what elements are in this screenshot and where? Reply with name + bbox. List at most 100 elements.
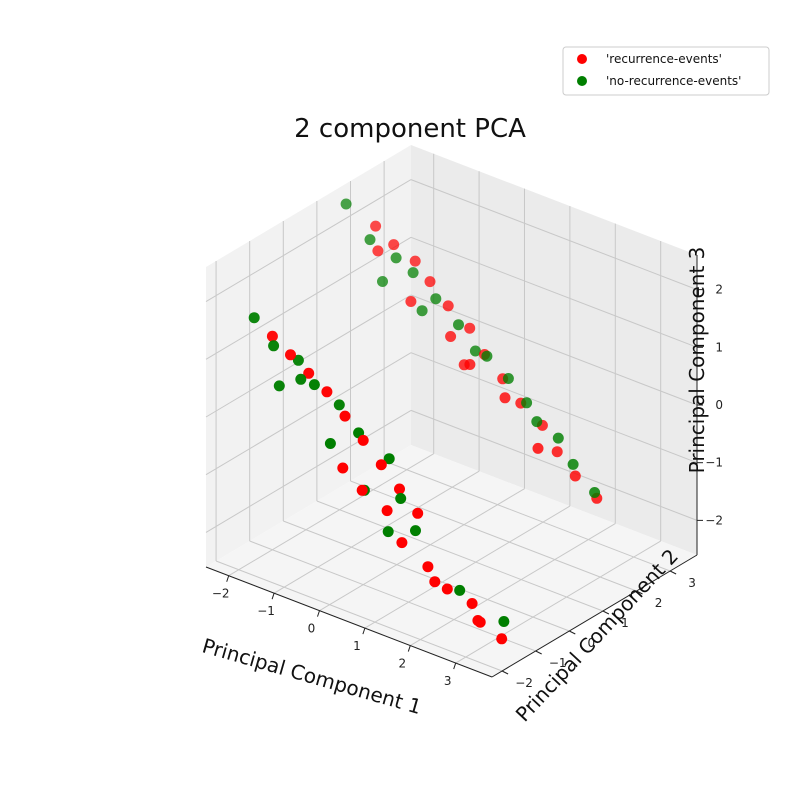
x-tick-label: 0 xyxy=(308,622,316,636)
legend: 'recurrence-events' 'no-recurrence-event… xyxy=(562,46,770,96)
z-tick-label: 0 xyxy=(715,398,723,412)
y-tick-label: 2 xyxy=(655,596,663,610)
point-no-recurrence xyxy=(295,373,307,385)
point-recurrence xyxy=(464,322,476,334)
x-axis-line xyxy=(205,566,493,678)
gridline-z xyxy=(205,294,412,418)
point-no-recurrence xyxy=(248,312,260,324)
point-recurrence xyxy=(339,410,351,422)
point-recurrence xyxy=(303,367,315,379)
legend-marker-recurrence xyxy=(577,54,587,64)
z-axis-label: Principal Component 3 xyxy=(685,247,709,474)
y-tick-mark xyxy=(569,630,576,635)
legend-marker-no-recurrence xyxy=(577,76,587,86)
point-recurrence xyxy=(285,349,296,361)
gridline-z xyxy=(205,352,412,476)
point-no-recurrence xyxy=(364,234,376,246)
point-recurrence xyxy=(381,505,393,517)
point-no-recurrence xyxy=(567,458,579,470)
point-recurrence xyxy=(466,598,478,609)
point-recurrence xyxy=(429,576,441,588)
point-no-recurrence xyxy=(531,416,543,428)
point-no-recurrence xyxy=(273,380,285,392)
y-tick-label: 3 xyxy=(688,576,696,590)
z-tick-label: 2 xyxy=(715,283,723,297)
point-no-recurrence xyxy=(268,340,280,352)
y-tick-mark xyxy=(501,670,509,675)
y-axis-line xyxy=(491,554,698,678)
point-recurrence xyxy=(357,434,369,446)
point-recurrence xyxy=(396,537,408,549)
point-recurrence xyxy=(375,459,387,471)
point-recurrence xyxy=(445,331,457,342)
point-no-recurrence xyxy=(382,526,394,538)
point-recurrence xyxy=(356,484,368,496)
point-recurrence xyxy=(370,220,382,232)
legend-label-no-recurrence: 'no-recurrence-events' xyxy=(606,74,741,88)
x-tick-mark xyxy=(226,575,230,582)
gridline-z xyxy=(205,409,412,533)
point-no-recurrence xyxy=(324,438,336,449)
point-recurrence xyxy=(422,561,434,573)
x-tick-label: 2 xyxy=(398,657,406,671)
gridline-z xyxy=(205,179,412,303)
gridline-z xyxy=(410,409,698,521)
point-no-recurrence xyxy=(481,350,493,362)
point-recurrence xyxy=(337,462,349,474)
x-tick-mark xyxy=(271,593,275,600)
point-no-recurrence xyxy=(340,198,352,210)
point-recurrence xyxy=(464,359,476,370)
point-no-recurrence xyxy=(333,399,345,411)
data-points xyxy=(248,198,603,645)
point-no-recurrence xyxy=(469,345,481,357)
point-no-recurrence xyxy=(552,432,564,444)
pane-floor xyxy=(206,445,697,677)
point-no-recurrence xyxy=(416,305,428,317)
y-tick-mark xyxy=(535,650,542,655)
y-tick-mark xyxy=(636,590,643,595)
point-recurrence xyxy=(496,633,508,645)
point-no-recurrence xyxy=(377,276,388,287)
point-recurrence xyxy=(499,392,511,404)
point-recurrence xyxy=(424,276,436,288)
gridline-z xyxy=(410,179,698,291)
x-tick-label: −2 xyxy=(212,587,230,601)
point-recurrence xyxy=(394,483,405,495)
z-tick-label: 1 xyxy=(715,340,723,354)
point-no-recurrence xyxy=(453,319,464,331)
point-recurrence xyxy=(532,442,544,454)
point-no-recurrence xyxy=(407,267,419,279)
gridline-x xyxy=(273,470,480,594)
gridline-z xyxy=(205,236,412,360)
point-no-recurrence xyxy=(395,493,407,504)
x-tick-mark xyxy=(362,627,366,635)
x-tick-label: −1 xyxy=(257,604,275,618)
point-no-recurrence xyxy=(410,525,421,537)
point-no-recurrence xyxy=(390,252,402,264)
y-tick-label: −2 xyxy=(515,676,533,690)
point-no-recurrence xyxy=(430,293,442,305)
point-recurrence xyxy=(405,296,417,307)
legend-frame xyxy=(562,46,770,96)
point-no-recurrence xyxy=(454,584,466,596)
gridline-y xyxy=(383,460,671,572)
legend-label-recurrence: 'recurrence-events' xyxy=(606,52,722,66)
y-tick-label: 0 xyxy=(587,636,595,650)
point-no-recurrence xyxy=(589,487,601,498)
point-recurrence xyxy=(266,330,278,342)
point-recurrence xyxy=(372,245,384,257)
point-recurrence xyxy=(551,446,563,458)
gridline-y xyxy=(215,560,503,672)
point-recurrence xyxy=(441,583,453,595)
y-tick-mark xyxy=(602,610,610,615)
z-tick-label: −1 xyxy=(705,456,723,470)
y-tick-mark xyxy=(669,570,677,575)
z-tick-label: −2 xyxy=(705,513,723,527)
x-tick-label: 3 xyxy=(444,674,452,688)
point-recurrence xyxy=(321,386,333,398)
axis-lines xyxy=(205,255,703,678)
tick-labels: −2 −1 0 1 2 3 −2 −1 0 1 2 3 −2 −1 0 1 2 xyxy=(212,283,723,690)
point-recurrence xyxy=(474,616,486,628)
gridline-x xyxy=(364,505,571,629)
point-recurrence xyxy=(412,507,424,519)
